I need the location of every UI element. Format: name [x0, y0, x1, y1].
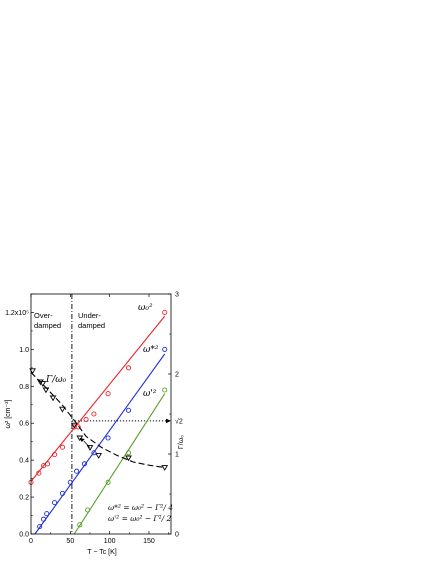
data-point-series-1 [125, 407, 132, 413]
plot-frame [30, 293, 172, 535]
data-point-series-0 [52, 452, 58, 458]
labels: T − Tc [K] ω² [cm⁻²] Γ/ω₀ Over- damped U… [5, 303, 185, 556]
x-tick-label: 100 [104, 538, 116, 545]
gamma-arrow-line [83, 440, 91, 448]
series-label-omega-star: ω*² [143, 345, 159, 355]
series-label-gamma-ratio: Γ/ω₀ [45, 375, 67, 385]
data-point-series-3 [76, 435, 84, 442]
y-tick-label-right: 2 [175, 372, 179, 379]
data-point-series-1 [67, 479, 73, 485]
formula-omega-prime: ω'² = ω₀² − Γ²/ 2 [108, 514, 172, 523]
data-point-series-1 [74, 468, 80, 474]
fit-line-0 [30, 315, 166, 482]
y-tick-label-right: 1 [175, 452, 179, 459]
series-label-omega0: ω₀² [138, 303, 153, 313]
data-point-series-0 [162, 309, 168, 316]
data-point-series-3 [95, 453, 103, 459]
data-point-series-3 [42, 387, 50, 394]
data-point-series-3 [39, 381, 47, 387]
data-point-series-0 [36, 470, 42, 476]
y-tick-label-left: 0.2 [19, 495, 29, 502]
data-point-series-1 [37, 524, 43, 530]
y-tick-label-left: 0.8 [19, 384, 29, 391]
data-point-series-1 [105, 435, 111, 441]
data-point-series-3 [70, 422, 78, 429]
y-tick-label-left: 1.0 [19, 347, 29, 354]
y-tick-label-right: 3 [175, 292, 179, 299]
plot-area [28, 294, 171, 535]
data-point-series-1 [52, 500, 58, 506]
region-label-overdamped-1: Over- [34, 311, 53, 320]
data-point-series-1 [41, 516, 47, 522]
data-point-series-3 [161, 465, 169, 471]
x-tick-label: 50 [66, 538, 74, 545]
data-point-series-1 [162, 346, 168, 352]
x-axis-title: T − Tc [K] [87, 549, 117, 556]
y-tick-label-left: 1.2x10⁵ [5, 310, 29, 317]
data-point-series-0 [125, 365, 132, 371]
data-point-series-0 [105, 391, 111, 397]
data-point-series-0 [83, 416, 89, 423]
axes: 0 50 100 150 0.0 0.2 0.4 0.6 0.8 1.0 1.2x10⁵ 0 1 2 3 √2 [5, 292, 183, 546]
y-axis-title-left: ω² [cm⁻²] [5, 399, 12, 428]
y-tick-label-left: 0.0 [19, 532, 29, 539]
y-tick-label-right: 0 [175, 532, 179, 539]
formula-omega-star: ω*² = ω₀² − Γ²/ 4 [108, 503, 173, 512]
data-point-series-2 [77, 522, 83, 528]
gamma-arrow-head [79, 438, 85, 442]
data-point-series-0 [91, 411, 97, 417]
y-tick-label-sqrt2: √2 [175, 417, 183, 425]
data-point-series-0 [41, 463, 47, 469]
data-point-series-2 [162, 387, 168, 393]
data-point-series-3 [37, 379, 44, 386]
y-tick-label-left: 0.4 [19, 458, 29, 465]
data-point-series-3 [125, 455, 132, 462]
data-point-series-3 [59, 406, 66, 413]
fit-line-2 [73, 393, 166, 535]
fit-curve-dashed-3 [30, 372, 165, 469]
x-tick-label: 150 [143, 538, 155, 545]
sqrt2-arrow-head [166, 418, 171, 424]
x-tick-label: 0 [29, 538, 33, 545]
data-point-series-3 [49, 395, 57, 402]
data-point-series-1 [44, 511, 50, 517]
y-tick-label-left: 0.6 [19, 421, 29, 428]
data-point-series-1 [91, 450, 97, 456]
data-point-series-2 [125, 450, 132, 456]
region-label-underdamped-2: damped [78, 321, 105, 330]
data-point-series-2 [105, 479, 111, 485]
region-label-underdamped-1: Under- [78, 311, 101, 320]
data-point-series-0 [44, 461, 51, 467]
y-axis-title-right: Γ/ω₀ [178, 435, 185, 449]
data-point-series-3 [86, 445, 94, 451]
data-point-series-1 [59, 490, 66, 496]
region-label-overdamped-2: damped [34, 321, 61, 330]
data-point-series-1 [81, 461, 88, 467]
data-point-series-0 [75, 424, 81, 430]
data-point-series-0 [59, 444, 66, 450]
series-label-omega-prime: ω'² [143, 389, 157, 399]
data-point-series-2 [85, 507, 91, 513]
